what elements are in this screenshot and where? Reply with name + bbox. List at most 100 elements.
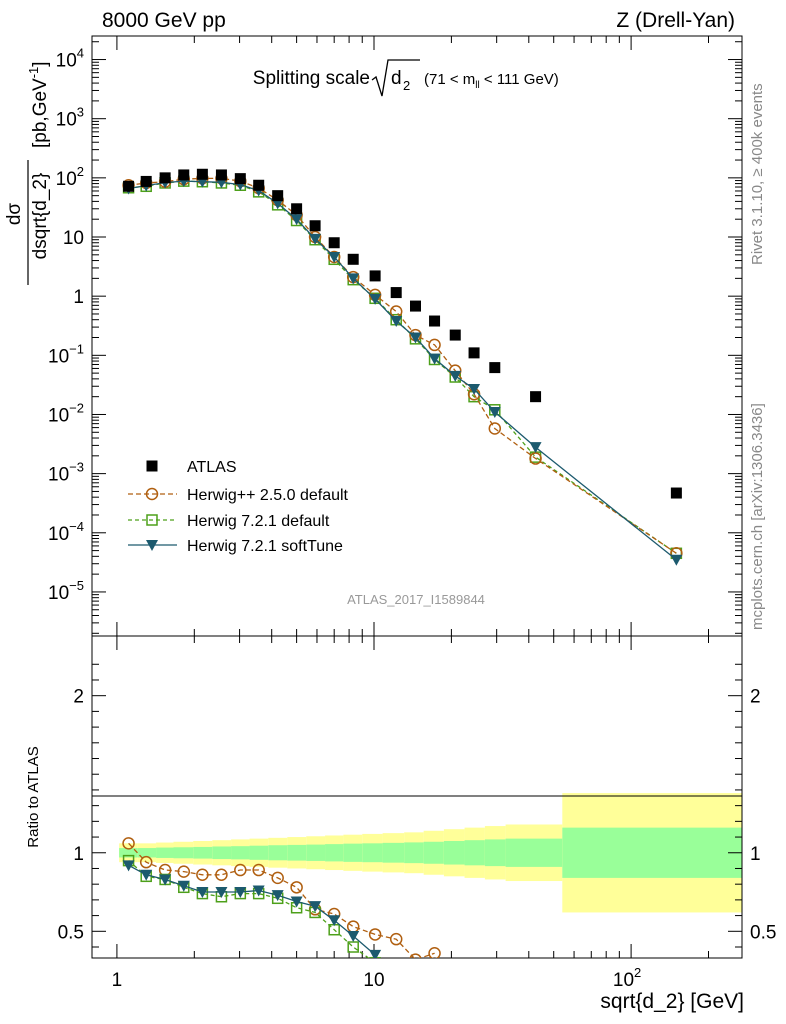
inner-band-segment — [306, 844, 326, 861]
y-tick-label: 10−5 — [48, 578, 84, 604]
uncertainty-bands — [119, 793, 742, 913]
inner-band-segment — [137, 848, 157, 858]
h721s-ratio-point — [347, 931, 360, 943]
x-tick-label: 1 — [112, 970, 123, 991]
ylabel-num: dσ — [4, 203, 25, 226]
hpp-ratio-point — [271, 871, 284, 885]
legend-marker-hpp — [145, 487, 159, 501]
h721s-ratio-point — [122, 860, 135, 872]
analysis-label: ATLAS_2017_I1589844 — [347, 592, 485, 607]
h721s-ratio-point — [271, 890, 284, 902]
ratio-tick-label-right: 2 — [750, 687, 761, 708]
sqrt-sign — [371, 59, 420, 97]
ratio-tick-label: 2 — [73, 687, 84, 708]
legend-label-h721: Herwig 7.2.1 default — [187, 513, 330, 530]
h721s-point — [369, 293, 382, 305]
inner-band-segment — [362, 843, 383, 863]
h721s-point — [309, 233, 322, 245]
data-point — [291, 203, 303, 215]
title-range-pre: (71 < m — [424, 71, 475, 88]
inner-band-segment — [505, 838, 563, 867]
ylabel-unit-close: ] — [30, 61, 51, 66]
inner-band-segment — [423, 841, 444, 864]
data-point — [328, 237, 340, 249]
h721s-point — [529, 442, 542, 454]
y-tick-label-exponent: 3 — [77, 105, 84, 120]
h721s-ratio-point — [234, 887, 247, 899]
h721s-ratio-point — [177, 880, 190, 892]
ylabel-ratio: Ratio to ATLAS — [25, 746, 42, 847]
hpp-ratio-point — [177, 865, 191, 878]
header-left: 8000 GeV pp — [102, 9, 226, 32]
data-point — [670, 487, 682, 499]
data-point — [140, 175, 152, 187]
h721s-ratio-point — [369, 949, 382, 958]
h721s-point — [449, 370, 462, 382]
x-tick-label: 10 — [363, 970, 384, 991]
inner-band-segment — [156, 847, 174, 858]
inner-band-segment — [562, 827, 742, 878]
inner-band-segment — [193, 846, 213, 859]
y-tick-label: 10−1 — [48, 341, 84, 367]
inner-band-segment — [464, 840, 485, 866]
ylabel-top: dσ dsqrt{d_2} [pb,GeV-1] — [4, 61, 51, 285]
y-tick-label: 10 — [63, 228, 84, 249]
inner-band-segment — [382, 842, 405, 863]
h721-ratio-line — [128, 860, 370, 958]
inner-band-segment — [287, 844, 307, 861]
h721s-ratio-point — [328, 915, 341, 927]
h721-ratio-point — [369, 956, 381, 958]
h721s-point — [347, 273, 360, 285]
y-tick-label-exponent: −1 — [69, 341, 84, 356]
h721s-point — [328, 251, 341, 263]
h721s-ratio-point — [309, 901, 322, 913]
hpp-ratio-point — [290, 881, 303, 894]
rivet-label: Rivet 3.1.10, ≥ 400k events — [749, 83, 766, 265]
axes: 1 10 102 10−5 10−4 10−3 10−2 10−1 1 10 102 103 104 0.… — [48, 36, 776, 991]
y-tick-label: 1 — [73, 287, 84, 308]
ratio-tick-label: 1 — [73, 844, 84, 865]
y-tick-label: 10−2 — [48, 400, 84, 426]
y-tick-label-exponent: −5 — [69, 578, 84, 593]
h721s-point — [390, 316, 403, 328]
y-tick-label: 104 — [56, 46, 84, 72]
title-var: d — [391, 68, 402, 89]
hpp-ratio-point — [368, 928, 382, 941]
data-point — [429, 315, 441, 327]
ylabel-unit-main: [pb,GeV — [30, 78, 51, 148]
y-tick-label: 102 — [56, 164, 84, 190]
xlabel: sqrt{d_2} [GeV] — [600, 990, 744, 1013]
title-range-post: < 111 GeV) — [480, 71, 559, 88]
h721s-point — [428, 353, 441, 365]
ratio-tick-label-right: 0.5 — [750, 922, 776, 943]
data-point — [253, 179, 265, 191]
ratio-panel-frame — [91, 635, 743, 959]
h721s-ratio-point — [140, 869, 153, 881]
legend: ATLAS Herwig++ 2.5.0 default Herwig 7.2.1 … — [128, 459, 349, 555]
y-tick-label: 10−4 — [48, 519, 84, 545]
inner-band-segment — [404, 842, 424, 864]
inner-band-segment — [343, 843, 363, 862]
y-tick-label-exponent: −3 — [69, 460, 84, 475]
inner-band-segment — [268, 845, 288, 861]
inner-band-segment — [212, 846, 232, 860]
ylabel-unit-sup: -1 — [26, 67, 41, 79]
h721s-point — [670, 554, 683, 566]
h721s-point — [409, 332, 422, 344]
data-point — [215, 169, 227, 181]
hpp-ratio-point — [196, 868, 209, 882]
legend-label-hpp: Herwig++ 2.5.0 default — [187, 487, 349, 504]
y-tick-label: 103 — [56, 105, 84, 131]
y-tick-label: 10−3 — [48, 460, 84, 486]
data-point — [468, 347, 480, 359]
legend-marker-h721 — [146, 514, 158, 526]
title-range: (71 < mll < 111 GeV) — [424, 71, 559, 91]
legend-label-data: ATLAS — [187, 459, 237, 476]
h721s-point — [468, 383, 481, 395]
inner-band-segment — [484, 839, 506, 867]
header-right: Z (Drell-Yan) — [616, 9, 735, 32]
data-point — [234, 173, 246, 185]
x-tick-label-exponent: 2 — [634, 965, 641, 980]
data-point — [178, 169, 190, 181]
inner-band-segment — [249, 845, 269, 860]
